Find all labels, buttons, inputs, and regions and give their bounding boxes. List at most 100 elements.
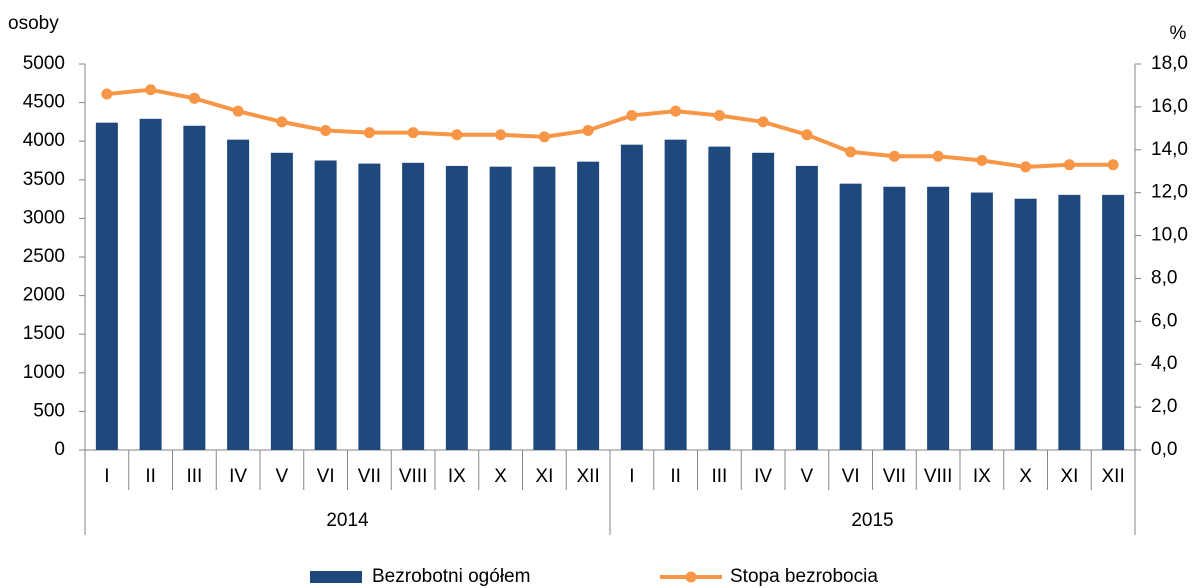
x-tick-label: IX [448, 466, 466, 487]
line-point [582, 124, 594, 136]
y-tick-label: 2500 [23, 246, 65, 267]
y2-tick-label: 4,0 [1151, 353, 1177, 374]
bar [358, 163, 381, 450]
line-point [932, 150, 944, 162]
bar [577, 161, 600, 450]
y2-tick-label: 14,0 [1151, 139, 1188, 160]
line-point [232, 105, 244, 117]
bar [489, 166, 512, 450]
y2-tick-label: 6,0 [1151, 310, 1177, 331]
y2-axis-label: % [1170, 23, 1187, 44]
y-tick-label: 5000 [23, 53, 65, 74]
x-tick-label: VIII [399, 466, 428, 487]
y-tick-label: 500 [33, 400, 65, 421]
x-tick-label: IX [973, 466, 991, 487]
line-point [670, 105, 682, 117]
x-tick-label: VIII [924, 466, 953, 487]
bar [270, 152, 293, 450]
x-tick-label: XI [1060, 466, 1078, 487]
bar [533, 166, 556, 450]
y-tick-label: 1500 [23, 323, 65, 344]
line-point [276, 116, 288, 128]
bar [927, 186, 950, 451]
bar [970, 192, 993, 450]
x-tick-label: X [1019, 466, 1032, 487]
line-point [626, 109, 638, 121]
x-tick-label: II [670, 466, 681, 487]
y2-tick-label: 0,0 [1151, 439, 1177, 460]
bar [95, 122, 118, 450]
line-point [888, 150, 900, 162]
y2-tick-label: 18,0 [1151, 53, 1188, 74]
bar [183, 125, 206, 450]
line-point [845, 146, 857, 158]
line-point [713, 109, 725, 121]
x-tick-label: V [276, 466, 289, 487]
bar [839, 183, 862, 450]
x-tick-label: I [104, 466, 109, 487]
line-point [976, 155, 988, 166]
group-label: 2014 [326, 510, 369, 531]
legend-label: Bezrobotni ogółem [372, 566, 530, 587]
bar [752, 152, 775, 450]
y-axis-label: osoby [8, 13, 59, 34]
x-tick-label: XII [1102, 466, 1125, 487]
bar [1058, 194, 1081, 450]
bar [1102, 194, 1125, 450]
bar [883, 186, 906, 451]
y-tick-label: 1000 [23, 362, 65, 383]
y2-tick-label: 12,0 [1151, 182, 1188, 203]
group-label: 2015 [851, 510, 893, 531]
x-tick-label: III [711, 466, 727, 487]
x-tick-label: VI [842, 466, 860, 487]
x-tick-label: XI [535, 466, 553, 487]
x-tick-label: VII [883, 466, 906, 487]
bar [227, 139, 250, 450]
line-point [1107, 159, 1119, 171]
line-point [538, 131, 550, 143]
x-tick-label: IV [754, 466, 772, 487]
x-tick-label: V [801, 466, 814, 487]
line-point [1020, 161, 1032, 173]
line-point [757, 116, 769, 128]
x-tick-label: III [186, 466, 202, 487]
y-tick-label: 3500 [23, 169, 65, 190]
legend-label: Stopa bezrobocia [730, 566, 878, 587]
y-tick-label: 3000 [23, 207, 65, 228]
line-point [1063, 159, 1075, 171]
line-point [451, 129, 463, 141]
bar [620, 144, 643, 450]
line-point [188, 92, 200, 104]
line-point [801, 129, 813, 141]
x-tick-label: IV [229, 466, 247, 487]
y2-tick-label: 8,0 [1151, 267, 1177, 288]
y-tick-label: 2000 [23, 285, 65, 306]
line-point [495, 129, 507, 141]
x-tick-label: II [145, 466, 156, 487]
legend-swatch [310, 571, 362, 583]
bar [445, 165, 468, 451]
bar [664, 139, 687, 450]
bar [1014, 198, 1037, 450]
y2-tick-label: 16,0 [1151, 96, 1188, 117]
line [106, 87, 1114, 169]
line-point [407, 127, 419, 139]
x-tick-label: X [494, 466, 507, 487]
bar [314, 160, 337, 450]
x-tick-label: I [629, 466, 634, 487]
legend-swatch-point [685, 571, 697, 583]
bar [795, 165, 818, 451]
y-tick-label: 4000 [23, 130, 65, 151]
line-point [363, 127, 375, 139]
bar [402, 162, 425, 451]
y-tick-label: 4500 [23, 92, 65, 113]
line-point [101, 88, 113, 100]
bar [708, 146, 731, 450]
line-point [320, 124, 332, 136]
y2-tick-label: 10,0 [1151, 225, 1188, 246]
x-tick-label: VI [317, 466, 335, 487]
y-tick-label: 0 [54, 439, 65, 460]
y2-tick-label: 2,0 [1151, 396, 1177, 417]
bar [139, 118, 162, 450]
